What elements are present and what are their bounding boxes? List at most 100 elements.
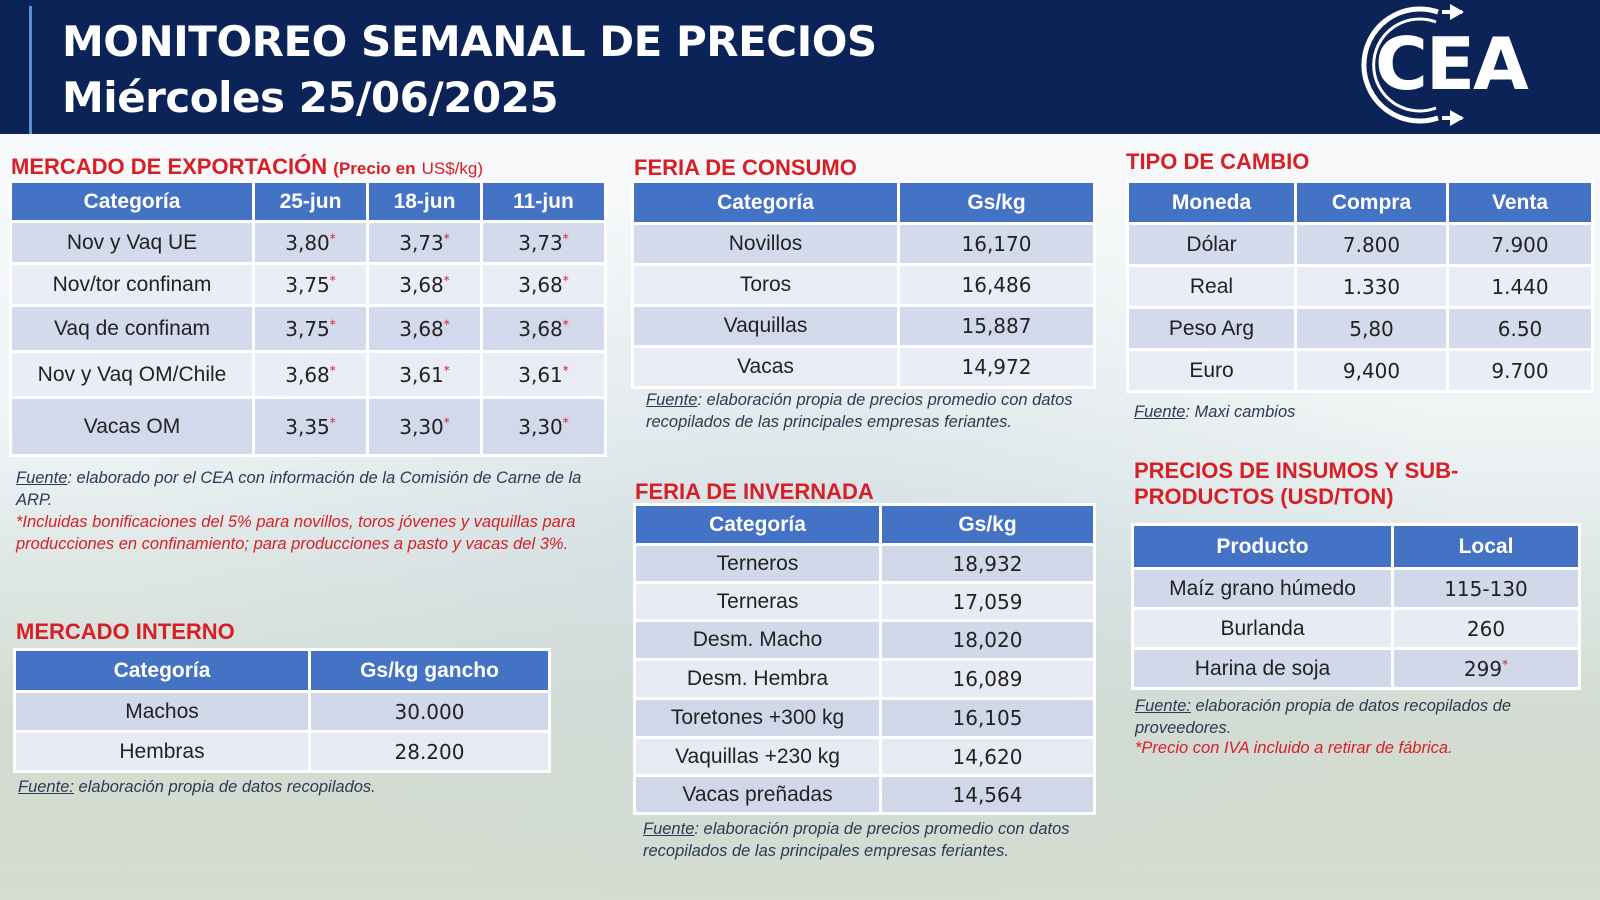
consumo-title: FERIA DE CONSUMO <box>634 155 857 180</box>
table-row: Maíz grano húmedo 115-130 <box>1131 567 1581 610</box>
value-cell: 3,35* <box>252 396 369 457</box>
table-row: Vacas preñadas 14,564 <box>633 774 1096 815</box>
value-cell: 299* <box>1391 647 1581 690</box>
buy-cell: 5,80 <box>1294 306 1449 351</box>
column-header: Moneda <box>1126 180 1297 225</box>
value-cell: 18,932 <box>879 543 1096 584</box>
source-label: Fuente <box>643 820 695 838</box>
value-cell: 16,105 <box>879 697 1096 739</box>
value-cell: 18,020 <box>879 619 1096 661</box>
column-header: Producto <box>1131 523 1394 570</box>
export-market-subtitle: (Precio en <box>333 159 416 178</box>
category-cell: Terneros <box>633 543 882 584</box>
column-header: 18-jun <box>366 180 483 223</box>
table-header-row: Producto Local <box>1131 523 1581 570</box>
table-row: Terneras 17,059 <box>633 581 1096 622</box>
category-cell: Nov y Vaq OM/Chile <box>9 350 255 399</box>
column-header: 25-jun <box>252 180 369 223</box>
export-market-title-text: MERCADO DE EXPORTACIÓN <box>11 154 328 179</box>
cea-logo-icon <box>1361 4 1464 126</box>
value-cell: 3,73* <box>366 220 483 265</box>
value-cell: 3,30* <box>366 396 483 457</box>
column-header: Gs/kg gancho <box>308 648 551 693</box>
table-row: Vaquillas 15,887 <box>631 304 1096 348</box>
sell-cell: 1.440 <box>1446 264 1594 309</box>
value-cell: 3,61* <box>366 350 483 399</box>
buy-cell: 9,400 <box>1294 348 1449 393</box>
inputs-title: PRECIOS DE INSUMOS Y SUB- PRODUCTOS (USD… <box>1134 458 1458 510</box>
source-label: Fuente: <box>1135 697 1191 715</box>
buy-cell: 1.330 <box>1294 264 1449 309</box>
inputs-title-line2: PRODUCTOS (USD/TON) <box>1134 484 1394 509</box>
table-row: Vaquillas +230 kg 14,620 <box>633 736 1096 777</box>
category-cell: Machos <box>13 690 311 733</box>
category-cell: Terneras <box>633 581 882 622</box>
column-header: Gs/kg <box>879 503 1096 546</box>
value-cell: 14,564 <box>879 774 1096 815</box>
product-cell: Burlanda <box>1131 607 1394 650</box>
column-header: Local <box>1391 523 1581 570</box>
invernada-title: FERIA DE INVERNADA <box>635 479 874 504</box>
inputs-footnote: *Precio con IVA incluido a retirar de fá… <box>1135 739 1453 757</box>
source-text: : Maxi cambios <box>1185 403 1296 421</box>
category-cell: Toretones +300 kg <box>633 697 882 739</box>
table-row: Vaq de confinam 3,75* 3,68* 3,68* <box>9 304 607 353</box>
currency-cell: Dólar <box>1126 222 1297 267</box>
value-cell: 3,68* <box>480 304 607 353</box>
category-cell: Vacas <box>631 345 900 389</box>
value-cell: 15,887 <box>897 304 1096 348</box>
table-row: Novillos 16,170 <box>631 222 1096 266</box>
table-row: Toros 16,486 <box>631 263 1096 307</box>
value-cell: 3,80* <box>252 220 369 265</box>
column-header: Gs/kg <box>897 180 1096 225</box>
table-header-row: Categoría 25-jun 18-jun 11-jun <box>9 180 607 223</box>
table-row: Machos 30.000 <box>13 690 551 733</box>
source-text: : elaborado por el CEA con información d… <box>16 469 582 509</box>
table-row: Hembras 28.200 <box>13 730 551 773</box>
export-market-footnote: *Incluidas bonificaciones del 5% para no… <box>16 513 576 553</box>
table-row: Harina de soja 299* <box>1131 647 1581 690</box>
currency-cell: Euro <box>1126 348 1297 393</box>
buy-cell: 7.800 <box>1294 222 1449 267</box>
export-market-table: Categoría 25-jun 18-jun 11-jun Nov y Vaq… <box>9 180 607 457</box>
inputs-source: Fuente: elaboración propia de datos reco… <box>1135 695 1575 739</box>
category-cell: Vacas OM <box>9 396 255 457</box>
exchange-table: Moneda Compra Venta Dólar 7.800 7.900 Re… <box>1126 180 1594 393</box>
source-text: : elaboración propia de precios promedio… <box>646 391 1073 431</box>
category-cell: Hembras <box>13 730 311 773</box>
page-header: MONITOREO SEMANAL DE PRECIOS Miércoles 2… <box>0 0 1600 134</box>
internal-market-source: Fuente: elaboración propia de datos reco… <box>18 776 548 798</box>
table-row: Burlanda 260 <box>1131 607 1581 650</box>
export-market-unit: US$/kg) <box>421 159 484 178</box>
currency-cell: Real <box>1126 264 1297 309</box>
source-text: elaboración propia de datos recopilados. <box>73 778 376 796</box>
source-text: elaboración propia de datos recopilados … <box>1135 697 1512 737</box>
source-text: : elaboración propia de precios promedio… <box>643 820 1070 860</box>
value-cell: 115-130 <box>1391 567 1581 610</box>
product-cell: Harina de soja <box>1131 647 1394 690</box>
table-row: Euro 9,400 9.700 <box>1126 348 1594 393</box>
column-header: Categoría <box>13 648 311 693</box>
value-cell: 28.200 <box>308 730 551 773</box>
table-header-row: Categoría Gs/kg gancho <box>13 648 551 693</box>
consumo-source: Fuente: elaboración propia de precios pr… <box>646 389 1086 433</box>
value-cell: 3,30* <box>480 396 607 457</box>
table-row: Terneros 18,932 <box>633 543 1096 584</box>
internal-market-table: Categoría Gs/kg gancho Machos 30.000 Hem… <box>13 648 551 773</box>
source-label: Fuente <box>1134 403 1186 421</box>
value-cell: 3,68* <box>366 262 483 307</box>
category-cell: Nov y Vaq UE <box>9 220 255 265</box>
table-header-row: Moneda Compra Venta <box>1126 180 1594 225</box>
source-label: Fuente: <box>18 778 74 796</box>
column-header: Categoría <box>9 180 255 223</box>
category-cell: Desm. Hembra <box>633 658 882 700</box>
inputs-title-line1: PRECIOS DE INSUMOS Y SUB- <box>1134 458 1459 483</box>
table-header-row: Categoría Gs/kg <box>633 503 1096 546</box>
table-row: Dólar 7.800 7.900 <box>1126 222 1594 267</box>
invernada-source: Fuente: elaboración propia de precios pr… <box>643 818 1083 862</box>
value-cell: 14,620 <box>879 736 1096 777</box>
table-row: Desm. Hembra 16,089 <box>633 658 1096 700</box>
table-row: Nov y Vaq OM/Chile 3,68* 3,61* 3,61* <box>9 350 607 399</box>
currency-cell: Peso Arg <box>1126 306 1297 351</box>
inputs-table: Producto Local Maíz grano húmedo 115-130… <box>1131 523 1581 690</box>
